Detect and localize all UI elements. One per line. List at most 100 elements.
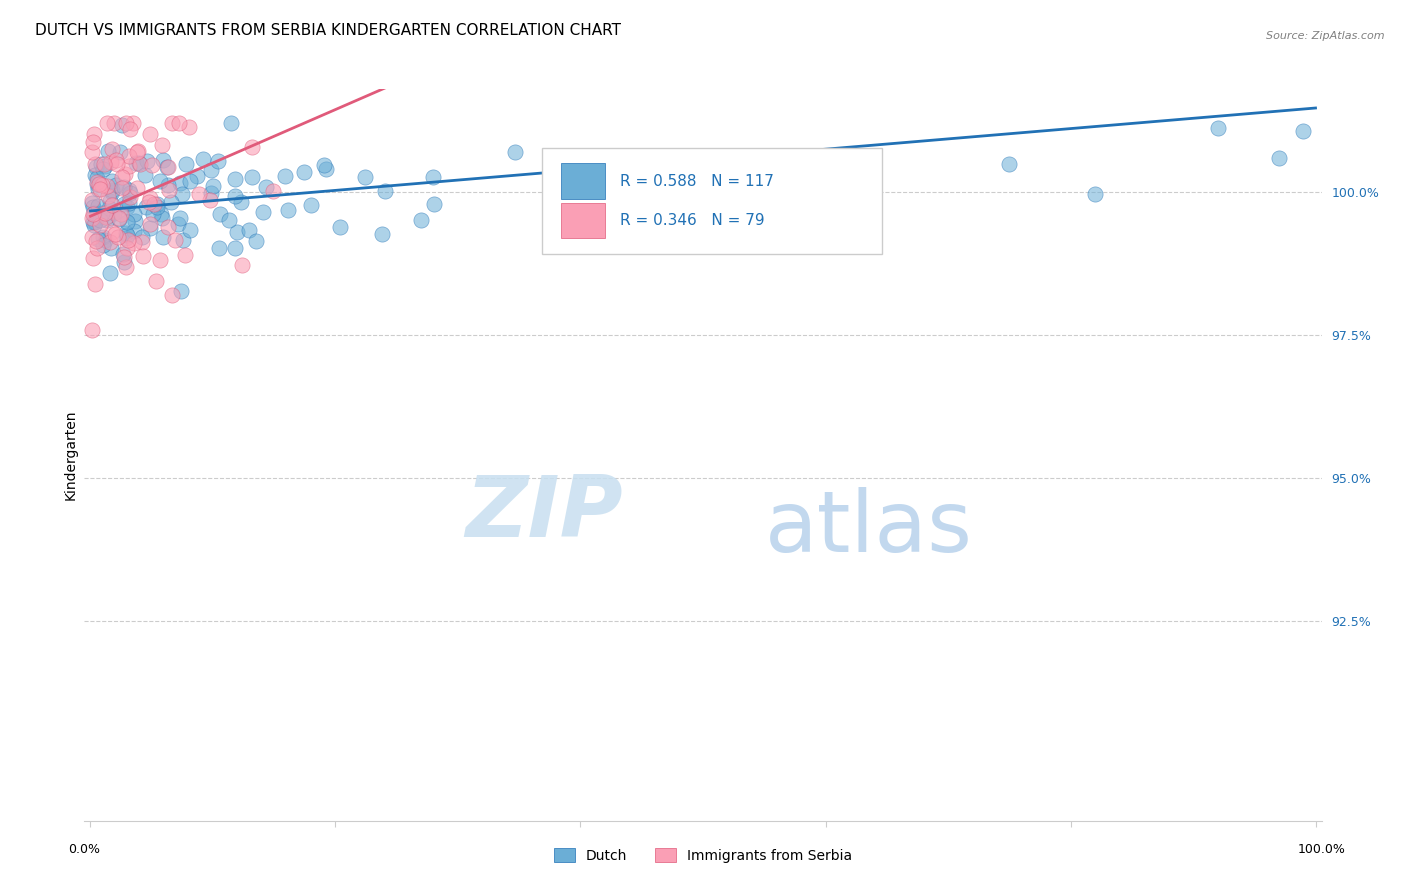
- Point: [127, 144, 149, 158]
- Point: [174, 157, 197, 171]
- Point: [157, 178, 180, 192]
- Point: [104, 227, 127, 242]
- Point: [80, 193, 103, 207]
- Point: [315, 162, 337, 177]
- Point: [98, 267, 121, 281]
- Point: [82, 200, 104, 214]
- Point: [152, 153, 174, 168]
- Point: [238, 223, 260, 237]
- Point: [94, 159, 117, 173]
- Point: [186, 169, 208, 184]
- Point: [87, 232, 110, 246]
- Point: [371, 227, 394, 241]
- Point: [138, 194, 160, 209]
- Point: [1292, 124, 1315, 138]
- Point: [112, 250, 135, 264]
- Point: [87, 198, 110, 212]
- Point: [208, 241, 231, 255]
- Point: [292, 164, 315, 178]
- Point: [80, 145, 103, 159]
- Point: [423, 197, 446, 211]
- Point: [157, 220, 180, 235]
- Point: [139, 220, 162, 235]
- Point: [240, 140, 263, 154]
- Point: [118, 195, 141, 210]
- Point: [93, 157, 115, 171]
- Point: [83, 205, 105, 219]
- Point: [86, 161, 108, 175]
- Point: [83, 218, 105, 232]
- Point: [200, 186, 222, 200]
- Point: [219, 116, 242, 130]
- Point: [127, 181, 149, 195]
- Point: [86, 241, 108, 255]
- Point: [134, 168, 156, 182]
- Point: [121, 116, 143, 130]
- Point: [200, 162, 222, 177]
- Point: [139, 191, 162, 205]
- Point: [114, 260, 136, 274]
- Point: [374, 184, 396, 198]
- Point: [82, 323, 104, 337]
- Point: [179, 223, 201, 237]
- Point: [225, 226, 247, 240]
- Point: [117, 148, 139, 162]
- Point: [1268, 151, 1291, 165]
- Point: [82, 229, 104, 244]
- Point: [142, 197, 165, 211]
- Point: [224, 172, 246, 186]
- Point: [1206, 121, 1229, 136]
- Point: [122, 224, 145, 238]
- Point: [136, 154, 159, 169]
- Point: [115, 116, 138, 130]
- Point: [117, 215, 139, 229]
- Point: [299, 198, 322, 212]
- Point: [149, 174, 172, 188]
- Point: [90, 206, 112, 220]
- Point: [254, 180, 277, 194]
- Point: [96, 189, 118, 203]
- Point: [145, 274, 167, 288]
- Point: [84, 215, 107, 229]
- Point: [115, 241, 138, 255]
- Point: [129, 157, 152, 171]
- Point: [87, 177, 110, 191]
- Point: [110, 119, 132, 133]
- Point: [242, 170, 264, 185]
- Text: Source: ZipAtlas.com: Source: ZipAtlas.com: [1267, 31, 1385, 41]
- Point: [262, 185, 284, 199]
- Point: [96, 116, 118, 130]
- Point: [108, 211, 131, 225]
- Point: [111, 181, 134, 195]
- Point: [207, 153, 229, 168]
- Point: [114, 167, 136, 181]
- Point: [84, 277, 107, 292]
- Point: [125, 145, 148, 160]
- Text: ZIP: ZIP: [465, 472, 623, 555]
- Point: [231, 195, 253, 210]
- Point: [101, 173, 124, 187]
- Point: [82, 207, 104, 221]
- Point: [165, 233, 187, 247]
- Point: [277, 203, 299, 218]
- Point: [112, 180, 135, 194]
- Point: [409, 213, 432, 227]
- Point: [84, 168, 107, 182]
- Point: [149, 253, 172, 268]
- Y-axis label: Kindergarten: Kindergarten: [63, 409, 77, 500]
- Point: [131, 229, 153, 244]
- Point: [117, 233, 139, 247]
- Point: [98, 235, 121, 250]
- Point: [86, 175, 108, 189]
- Point: [131, 235, 153, 249]
- Point: [174, 248, 197, 262]
- Point: [108, 145, 131, 160]
- Point: [82, 251, 104, 265]
- Point: [86, 177, 108, 191]
- Point: [354, 170, 377, 185]
- Point: [97, 202, 120, 216]
- Point: [115, 231, 138, 245]
- Point: [80, 211, 103, 226]
- Point: [105, 157, 128, 171]
- Point: [141, 158, 163, 172]
